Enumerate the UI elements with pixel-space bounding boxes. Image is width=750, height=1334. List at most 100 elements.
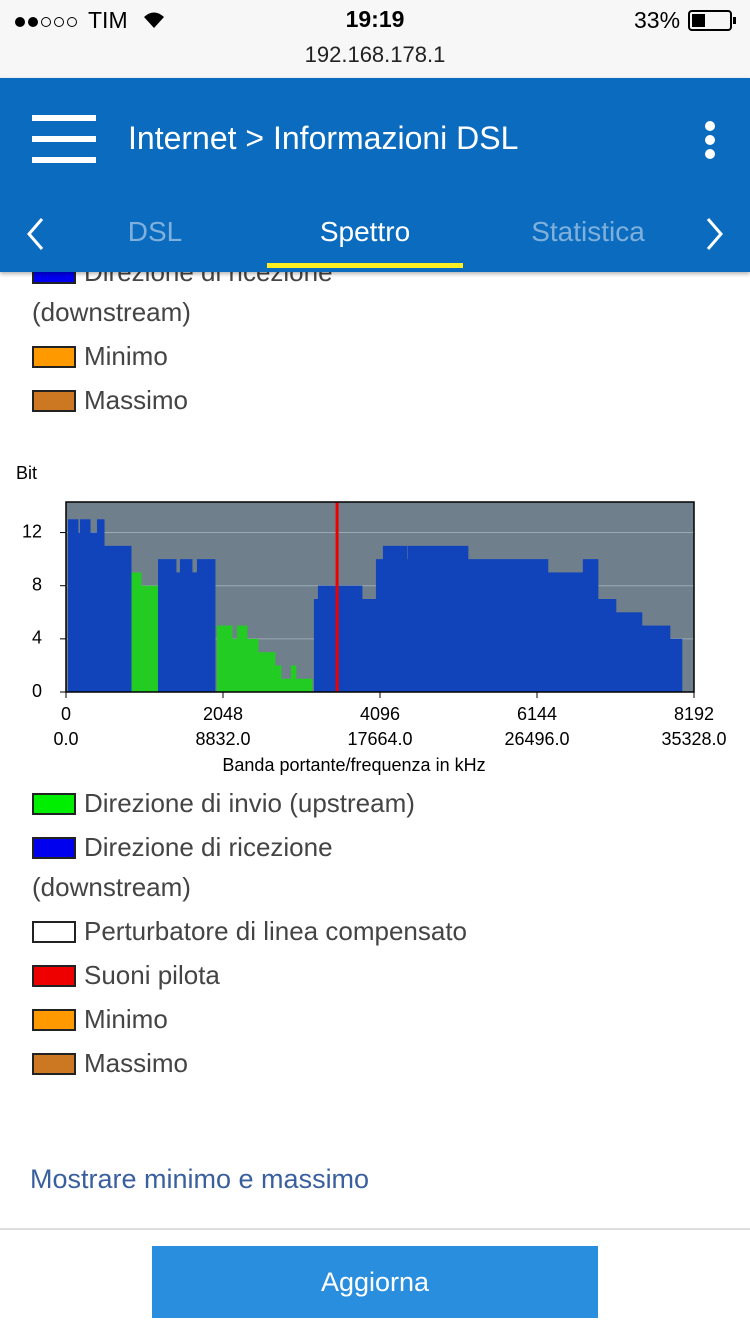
chart: 0 4 8 12 Bit 0 2048 4096 6144 8192 0.0 8832.0 17664.… [16,463,727,775]
y-tick-label: 12 [22,521,42,541]
legend-label: Perturbatore di linea compensato [84,916,468,946]
legend-item: Direzione di ricezione (downstream) [32,827,492,907]
x2-tick-label: 17664.0 [347,729,412,749]
legend-swatch [32,965,76,987]
spectrum-step [641,625,671,692]
spectrum-step [96,519,105,692]
legend-item: Perturbatore di linea compensato [32,911,492,951]
menu-button[interactable] [32,112,96,166]
spectrum-step [157,559,177,692]
spectrum-step [597,598,617,692]
x-tick-label: 0 [61,704,71,724]
legend-swatch [32,1009,76,1031]
spectrum-step [246,638,259,692]
spectrum-step [274,665,282,692]
spectrum-step [216,625,233,692]
spectrum-step [317,585,363,692]
carrier: TIM [88,7,128,33]
spectrum-step [615,612,643,692]
spectrum-step [547,572,584,692]
y-tick-label: 8 [32,574,42,594]
toggle-link[interactable]: Mostrare minimo e massimo [30,1164,370,1194]
legend-swatch [32,346,76,368]
refresh-button[interactable]: Aggiorna [152,1246,598,1318]
battery-icon [688,10,736,31]
y-axis-label: Bit [16,463,37,483]
legend-label: Massimo [84,1048,189,1078]
legend-label: Minimo [84,1004,168,1034]
tab[interactable]: Statistica [531,216,645,247]
spectrum-step [140,585,159,692]
wifi-icon [144,12,164,28]
url: 192.168.178.1 [304,42,446,67]
x2-tick-label: 8832.0 [195,729,250,749]
tab[interactable]: DSL [127,216,183,247]
spectrum-step [257,652,276,692]
tab-next[interactable] [702,216,726,252]
spectrum-step [77,532,81,692]
legend-item: Massimo [32,1043,492,1083]
legend-item: Suoni pilota [32,955,492,995]
spectrum-step [79,519,91,692]
spectrum-step [375,559,384,692]
x2-tick-label: 26496.0 [504,729,569,749]
spectrum-step [67,519,79,692]
x-axis-label: Banda portante/frequenza in kHz [222,755,485,775]
legend-swatch [32,1053,76,1075]
x-tick-label: 8192 [674,704,714,724]
legend-label: Direzione di invio (upstream) [84,788,415,818]
clock: 19:19 [345,6,405,32]
spectrum-step [295,678,313,692]
spectrum-step [236,625,248,692]
spectrum-step [467,559,549,692]
legend-label: Minimo [84,341,168,371]
legend-item: Minimo [32,336,492,376]
status-bar: TIM 19:19 192.168.178.1 33% [0,0,750,78]
x-tick-label: 2048 [203,704,243,724]
x2-tick-label: 35328.0 [661,729,726,749]
spectrum-step [406,559,409,692]
legend-swatch [32,390,76,412]
spectrum-step [231,638,238,692]
spectrum-step [196,559,216,692]
legend-swatch [32,793,76,815]
signal-icon [15,17,77,27]
legend-top: Direzione di ricezione (downstream) Mini… [32,252,492,424]
legend-label: Massimo [84,385,189,415]
spectrum-step [582,559,599,692]
legend-item: Direzione di invio (upstream) [32,783,492,823]
spectrum-step [179,559,193,692]
legend: Direzione di invio (upstream) Direzione … [32,783,492,1087]
legend-item: Massimo [32,380,492,420]
legend-swatch [32,837,76,859]
page-title: Internet > Informazioni DSL [128,120,519,156]
tab-active[interactable]: Spettro [319,216,411,247]
spectrum-step [175,572,181,692]
spectrum-step [280,678,292,692]
spectrum-step [382,545,408,692]
tab-indicator [267,263,463,268]
legend-swatch [32,921,76,943]
divider [0,1228,750,1230]
x-tick-label: 6144 [517,704,557,724]
spectrum-step [191,572,198,692]
spectrum-step [89,532,98,692]
spectrum-step [313,598,319,692]
legend-label: Direzione di ricezione (downstream) [32,832,333,902]
battery-text: 33% [634,7,681,33]
tab-prev[interactable] [24,216,48,252]
spectrum-step [131,572,142,692]
spectrum-step [290,665,297,692]
more-button[interactable] [700,120,720,164]
y-tick-label: 4 [32,628,42,648]
spectrum-step [407,545,469,692]
legend-item: Minimo [32,999,492,1039]
y-tick-label: 0 [32,681,42,701]
x2-tick-label: 0.0 [53,729,78,749]
legend-label: Suoni pilota [84,960,220,990]
spectrum-step [104,545,132,692]
x-tick-label: 4096 [360,704,400,724]
app-header: Internet > Informazioni DSL DSL Spettro … [0,78,750,272]
spectrum-step [669,638,683,692]
